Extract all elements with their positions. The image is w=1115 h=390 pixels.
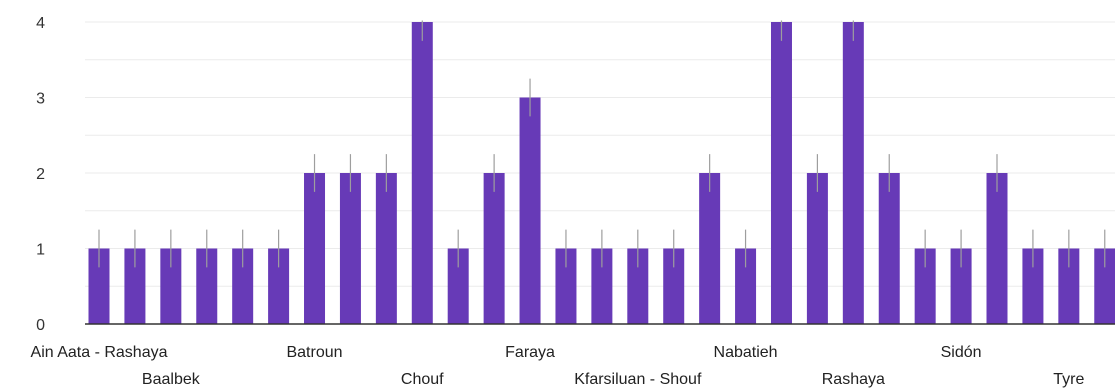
bar (770, 22, 792, 324)
bar (591, 248, 613, 324)
y-tick-label: 0 (36, 317, 45, 334)
bar (232, 248, 254, 324)
x-category-label: Baalbek (142, 371, 201, 388)
x-category-label: Tyre (1053, 371, 1084, 388)
bar (699, 173, 721, 324)
x-category-label: Sidón (941, 344, 982, 361)
y-tick-label: 3 (36, 91, 45, 108)
bar (914, 248, 936, 324)
y-tick-label: 2 (36, 166, 45, 183)
bar (1094, 248, 1115, 324)
bar (806, 173, 828, 324)
x-category-label: Ain Aata - Rashaya (31, 344, 168, 361)
bar (986, 173, 1008, 324)
bar (1058, 248, 1080, 324)
error-bars (98, 20, 1106, 268)
bar (878, 173, 900, 324)
x-category-label: Rashaya (822, 371, 885, 388)
bar (304, 173, 326, 324)
x-category-label: Kfarsiluan - Shouf (574, 371, 702, 388)
bar (483, 173, 505, 324)
bar (663, 248, 685, 324)
y-tick-label: 1 (36, 242, 45, 259)
bar (160, 248, 182, 324)
bar (196, 248, 218, 324)
x-axis-labels: Ain Aata - Rashaya Baalbek Batroun Chouf Far… (31, 344, 1085, 388)
bar (268, 248, 290, 324)
x-category-label: Chouf (401, 371, 444, 388)
y-axis-ticks: 0 1 2 3 4 (36, 15, 45, 334)
bars (88, 22, 1115, 324)
bar (555, 248, 577, 324)
bar (1022, 248, 1044, 324)
bar (411, 22, 433, 324)
bar (519, 97, 541, 324)
bar (88, 248, 110, 324)
bar (842, 22, 864, 324)
x-category-label: Faraya (505, 344, 555, 361)
bar (735, 248, 757, 324)
x-category-label: Nabatieh (714, 344, 778, 361)
bar (950, 248, 972, 324)
x-category-label: Batroun (286, 344, 342, 361)
y-tick-label: 4 (36, 15, 45, 32)
bar (339, 173, 361, 324)
bar (627, 248, 649, 324)
bar (447, 248, 469, 324)
gridlines (85, 21, 1115, 287)
bar (375, 173, 397, 324)
bar (124, 248, 146, 324)
